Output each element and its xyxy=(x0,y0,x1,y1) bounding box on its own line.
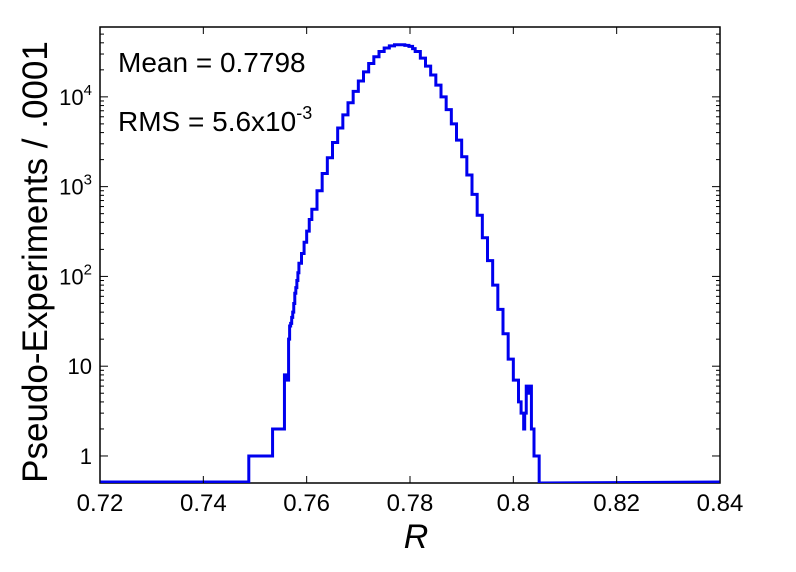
x-tick-label: 0.74 xyxy=(180,490,227,517)
y-tick-label: 102 xyxy=(59,261,92,289)
rms-annotation-base: RMS = 5.6x10 xyxy=(118,106,296,137)
y-axis-label: Pseudo-Experiments / .0001 xyxy=(16,41,55,483)
y-tick-label: 104 xyxy=(59,82,92,110)
y-tick-label: 103 xyxy=(59,172,92,200)
y-tick-base: 1 xyxy=(80,444,92,469)
x-axis: 0.72 0.74 0.76 0.78 0.8 0.82 0.84 xyxy=(77,27,744,517)
rms-annotation: RMS = 5.6x10-3 xyxy=(118,103,312,137)
histogram-series-line xyxy=(100,43,720,483)
x-tick-label: 0.8 xyxy=(497,490,530,517)
y-tick-label: 1 xyxy=(80,444,92,469)
y-tick-base: 10 xyxy=(68,354,92,379)
mean-annotation: Mean = 0.7798 xyxy=(118,47,306,78)
x-tick-label: 0.84 xyxy=(697,490,744,517)
y-tick-label: 10 xyxy=(68,354,92,379)
y-tick-base: 10 xyxy=(59,175,83,200)
x-tick-label: 0.78 xyxy=(387,490,434,517)
x-tick-label: 0.72 xyxy=(77,490,124,517)
x-tick-label: 0.82 xyxy=(593,490,640,517)
x-axis-label: R xyxy=(404,518,429,556)
y-tick-exponent: 2 xyxy=(84,261,92,278)
x-tick-label: 0.76 xyxy=(283,490,330,517)
y-tick-exponent: 3 xyxy=(84,172,92,189)
rms-annotation-exponent: -3 xyxy=(296,103,312,123)
y-tick-exponent: 4 xyxy=(84,82,92,99)
y-tick-base: 10 xyxy=(59,85,83,110)
y-tick-base: 10 xyxy=(59,264,83,289)
